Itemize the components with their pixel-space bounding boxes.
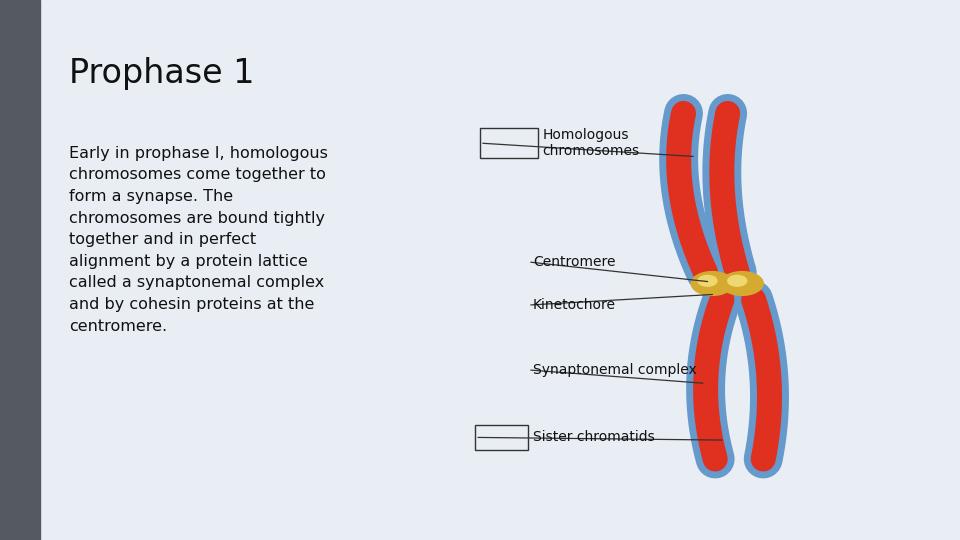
Circle shape [728,275,747,286]
Circle shape [691,272,733,295]
Text: Early in prophase I, homologous
chromosomes come together to
form a synapse. The: Early in prophase I, homologous chromoso… [69,146,328,334]
Text: Centromere: Centromere [533,255,615,269]
Circle shape [698,275,717,286]
Text: Prophase 1: Prophase 1 [69,57,254,90]
Text: Kinetochore: Kinetochore [533,298,615,312]
Text: Sister chromatids: Sister chromatids [533,430,655,444]
Circle shape [721,272,763,295]
Text: Synaptonemal complex: Synaptonemal complex [533,363,697,377]
Bar [480,128,538,158]
Text: Homologous
chromosomes: Homologous chromosomes [542,128,639,158]
Bar [475,426,528,449]
Bar [0,0,40,540]
